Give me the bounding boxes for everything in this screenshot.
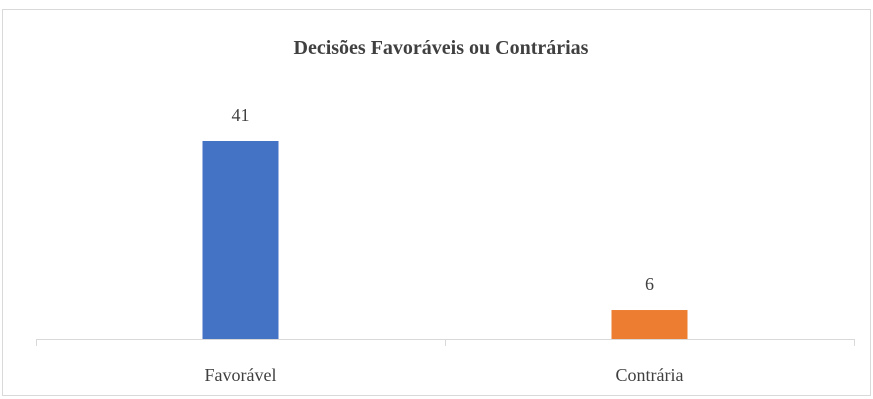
chart-title: Decisões Favoráveis ou Contrárias [294,37,589,59]
bars-layer [202,141,688,339]
chart-border [2,9,871,396]
x-tick-label-1: Favorável [205,365,277,385]
bar-2 [611,310,688,339]
data-label-1: 41 [232,105,250,125]
x-axis: Favorável Contrária [36,339,855,385]
data-labels-layer: 41 6 [232,105,655,294]
bar-1 [202,141,279,339]
data-label-2: 6 [645,274,654,294]
x-tick-label-2: Contrária [616,365,684,385]
